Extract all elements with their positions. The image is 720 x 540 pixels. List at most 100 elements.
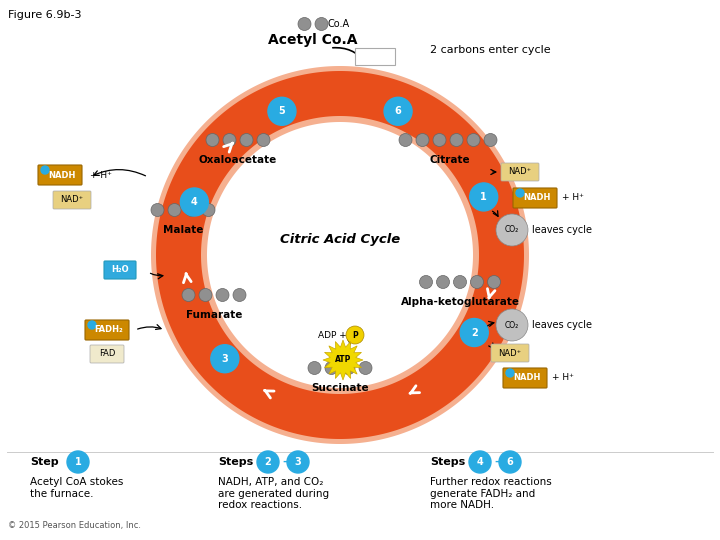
Circle shape (436, 275, 449, 288)
Text: FAD: FAD (99, 349, 115, 359)
FancyBboxPatch shape (491, 344, 529, 362)
Text: 1: 1 (75, 457, 81, 467)
Text: 1: 1 (480, 192, 487, 202)
Text: NAD⁺: NAD⁺ (60, 195, 84, 205)
Text: NAD⁺: NAD⁺ (498, 348, 521, 357)
Circle shape (182, 288, 195, 301)
Text: Malate: Malate (163, 225, 203, 235)
Circle shape (315, 17, 328, 30)
Text: 3: 3 (222, 354, 228, 364)
Circle shape (151, 204, 164, 217)
Polygon shape (151, 66, 529, 444)
Circle shape (499, 451, 521, 473)
Circle shape (206, 133, 219, 146)
Text: NADH: NADH (523, 193, 551, 202)
Text: 4: 4 (477, 457, 483, 467)
FancyBboxPatch shape (501, 163, 539, 181)
Circle shape (287, 451, 309, 473)
Text: –: – (494, 457, 500, 467)
Text: ATP: ATP (335, 355, 351, 364)
Text: CO₂: CO₂ (505, 321, 519, 329)
Text: Alpha-ketoglutarate: Alpha-ketoglutarate (400, 297, 520, 307)
Circle shape (298, 17, 311, 30)
Text: Further redox reactions
generate FADH₂ and
more NADH.: Further redox reactions generate FADH₂ a… (430, 477, 552, 510)
Circle shape (496, 214, 528, 246)
FancyBboxPatch shape (355, 48, 395, 65)
Circle shape (199, 288, 212, 301)
Polygon shape (156, 71, 524, 439)
Text: Acetyl Co.A: Acetyl Co.A (269, 33, 358, 47)
Text: Citrate: Citrate (430, 155, 470, 165)
Text: Oxaloacetate: Oxaloacetate (199, 155, 277, 165)
Circle shape (233, 288, 246, 301)
Text: Co.A: Co.A (328, 19, 350, 29)
Circle shape (384, 97, 412, 125)
Circle shape (308, 361, 321, 375)
Circle shape (416, 133, 429, 146)
Text: Steps: Steps (430, 457, 465, 467)
Text: 2 carbons enter cycle: 2 carbons enter cycle (430, 45, 550, 55)
Circle shape (342, 361, 355, 375)
Text: 5: 5 (279, 106, 285, 116)
Circle shape (185, 204, 198, 217)
Text: Figure 6.9b-3: Figure 6.9b-3 (8, 10, 81, 20)
Circle shape (516, 189, 524, 197)
FancyBboxPatch shape (513, 188, 557, 208)
FancyBboxPatch shape (53, 191, 91, 209)
Circle shape (487, 275, 500, 288)
Text: 6: 6 (395, 106, 402, 116)
Text: Fumarate: Fumarate (186, 310, 242, 320)
Text: –: – (282, 457, 287, 467)
Circle shape (460, 319, 488, 347)
FancyBboxPatch shape (104, 261, 136, 279)
Text: NAD⁺: NAD⁺ (508, 167, 531, 177)
Text: 3: 3 (294, 457, 302, 467)
Circle shape (346, 326, 364, 344)
Circle shape (257, 451, 279, 473)
Text: FADH₂: FADH₂ (94, 326, 123, 334)
Circle shape (180, 188, 208, 216)
Text: Succinate: Succinate (311, 383, 369, 393)
Circle shape (454, 275, 467, 288)
Text: Step: Step (30, 457, 58, 467)
Text: 4: 4 (191, 197, 198, 207)
Text: NADH, ATP, and CO₂
are generated during
redox reactions.: NADH, ATP, and CO₂ are generated during … (218, 477, 329, 510)
Polygon shape (323, 340, 363, 380)
Circle shape (211, 345, 239, 373)
Text: Steps: Steps (218, 457, 253, 467)
Circle shape (467, 133, 480, 146)
Text: © 2015 Pearson Education, Inc.: © 2015 Pearson Education, Inc. (8, 521, 141, 530)
Text: Citric Acid Cycle: Citric Acid Cycle (280, 233, 400, 246)
Text: P: P (352, 330, 358, 340)
Circle shape (399, 133, 412, 146)
Text: + H⁺: + H⁺ (562, 193, 584, 202)
Circle shape (216, 288, 229, 301)
Circle shape (240, 133, 253, 146)
Circle shape (484, 133, 497, 146)
Text: 2: 2 (265, 457, 271, 467)
Text: ADP +: ADP + (318, 330, 350, 340)
Text: Co.A: Co.A (364, 51, 386, 61)
Circle shape (469, 451, 491, 473)
Text: Acetyl CoA stokes
the furnace.: Acetyl CoA stokes the furnace. (30, 477, 123, 498)
Text: leaves cycle: leaves cycle (532, 225, 592, 235)
Circle shape (268, 97, 296, 125)
Text: NADH: NADH (48, 171, 76, 179)
Circle shape (420, 275, 433, 288)
Circle shape (202, 204, 215, 217)
Circle shape (469, 183, 498, 211)
Circle shape (88, 321, 96, 329)
Text: 2: 2 (471, 327, 477, 338)
Text: leaves cycle: leaves cycle (532, 320, 592, 330)
Circle shape (168, 204, 181, 217)
FancyBboxPatch shape (38, 165, 82, 185)
Text: H₂O: H₂O (111, 266, 129, 274)
Circle shape (450, 133, 463, 146)
Circle shape (359, 361, 372, 375)
Text: NADH: NADH (513, 374, 541, 382)
Circle shape (496, 309, 528, 341)
Circle shape (506, 369, 514, 377)
Circle shape (67, 451, 89, 473)
Text: 6: 6 (507, 457, 513, 467)
Circle shape (223, 133, 236, 146)
